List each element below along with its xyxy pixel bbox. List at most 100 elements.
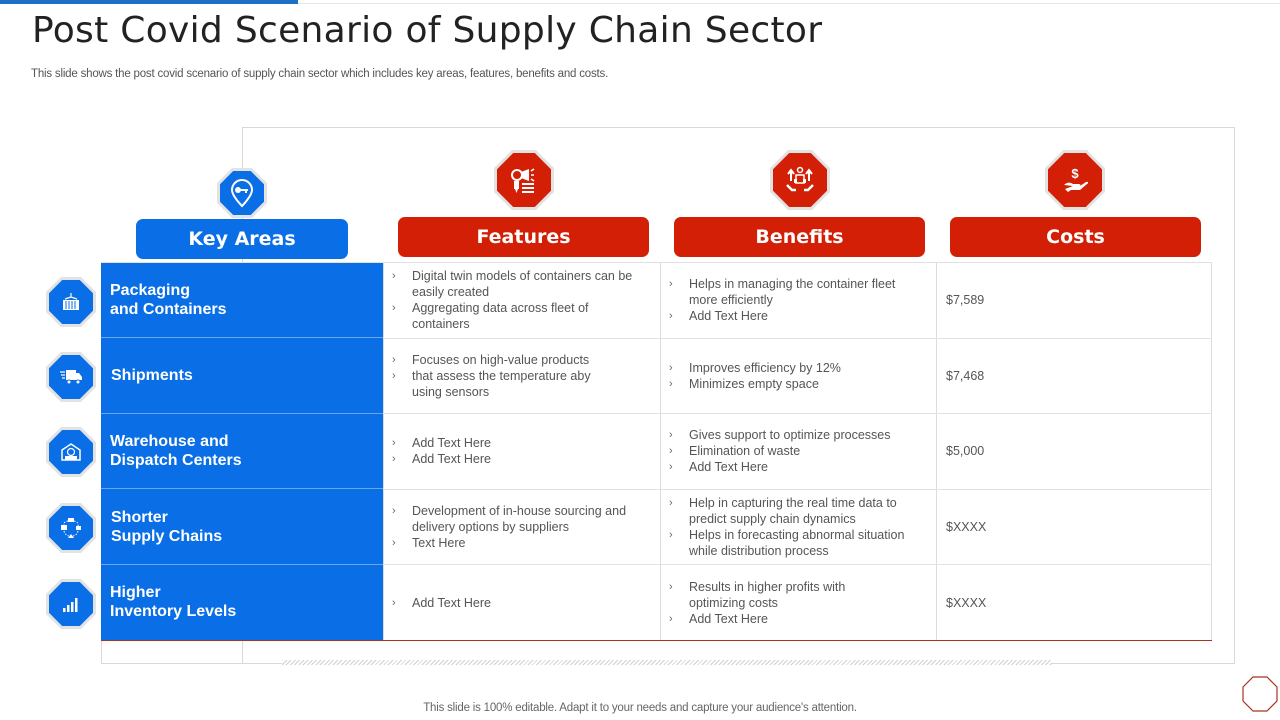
features-cell: › Add Text Here › Add Text Here <box>383 414 660 489</box>
row-icon-badge <box>46 579 96 629</box>
benefits-cell: › Help in capturing the real time data to… <box>660 489 936 565</box>
benefit-text: Gives support to optimize processes <box>689 428 891 443</box>
feature-text: Focuses on high-value products <box>412 352 590 367</box>
list-item: › Helps in forecasting abnormal situation… <box>669 527 936 559</box>
key-areas-header: Key Areas <box>136 219 348 259</box>
features-cell: › Add Text Here <box>383 565 660 640</box>
hatched-shadow <box>282 660 1052 665</box>
benefit-text: Help in capturing the real time data to … <box>689 496 897 527</box>
list-item: › Helps in managing the container fleet m… <box>669 276 936 308</box>
cost-cell: $7,468 <box>936 338 1212 414</box>
feature-text: Digital twin models of containers can be… <box>412 269 633 300</box>
key-area-label: Packaging <box>110 282 191 300</box>
benefit-text: Add Text Here <box>689 460 768 475</box>
list-item: › Aggregating data across fleet of contai… <box>392 300 660 332</box>
octagon-outline-icon <box>1242 676 1278 712</box>
chevron-right-icon: › <box>669 361 673 374</box>
list-item: › Gives support to optimize processes <box>669 427 936 443</box>
cost-value: $XXXX <box>946 595 987 610</box>
chevron-right-icon: › <box>669 310 673 323</box>
decorative-frame-bottom <box>101 663 291 664</box>
table-row: Warehouse and Dispatch Centers › Add Text… <box>101 412 1212 489</box>
row-icon-badge <box>46 427 96 477</box>
list-item: › that assess the temperature aby using s… <box>392 368 660 400</box>
list-item: › Help in capturing the real time data to… <box>669 495 936 527</box>
list-item: › Digital twin models of containers can b… <box>392 268 660 300</box>
key-areas-icon-badge <box>217 168 267 218</box>
benefit-text: Add Text Here <box>689 611 768 626</box>
location-key-icon <box>220 171 264 215</box>
row-icon-badge <box>46 277 96 327</box>
chevron-right-icon: › <box>392 453 396 466</box>
key-area-label: Higher <box>110 584 161 602</box>
features-header-label: Features <box>476 226 571 248</box>
list-item: › Add Text Here <box>669 308 936 324</box>
supply-chain-table: Packaging and Containers › Digital twin m… <box>101 262 1212 641</box>
feature-text: Development of in-house sourcing and del… <box>412 504 627 535</box>
chevron-right-icon: › <box>392 302 396 315</box>
list-item: › Focuses on high-value products <box>392 352 660 368</box>
benefit-text: Results in higher profits with optimizin… <box>689 579 846 610</box>
cost-cell: $5,000 <box>936 414 1212 489</box>
megaphone-gear-list-icon <box>497 153 551 207</box>
chevron-right-icon: › <box>669 529 673 542</box>
features-icon-badge <box>494 150 554 210</box>
chevron-right-icon: › <box>669 377 673 390</box>
key-areas-header-label: Key Areas <box>188 228 296 250</box>
table-row: Packaging and Containers › Digital twin m… <box>101 262 1212 338</box>
cost-value: $XXXX <box>946 520 987 535</box>
feature-text: Aggregating data across fleet of contain… <box>412 301 589 332</box>
delivery-truck-icon <box>49 355 93 399</box>
feature-text: Add Text Here <box>412 595 491 610</box>
top-accent-bar <box>0 0 298 4</box>
benefit-text: Helps in forecasting abnormal situation … <box>689 528 905 559</box>
page-subtitle: This slide shows the post covid scenario… <box>31 68 609 80</box>
cost-cell: $7,589 <box>936 263 1212 338</box>
list-item: › Add Text Here <box>669 611 936 627</box>
key-area-cell: Packaging and Containers <box>101 263 383 338</box>
key-area-cell: Warehouse and Dispatch Centers <box>101 412 383 489</box>
list-item: › Add Text Here <box>392 451 660 467</box>
chevron-right-icon: › <box>392 270 396 283</box>
cost-cell: $XXXX <box>936 565 1212 640</box>
key-area-cell: Shorter Supply Chains <box>101 488 383 565</box>
list-item: › Add Text Here <box>669 459 936 475</box>
key-area-label: Inventory Levels <box>110 603 237 621</box>
list-item: › Minimizes empty space <box>669 376 936 392</box>
list-item: › Results in higher profits with optimizi… <box>669 579 936 611</box>
key-area-label: Dispatch Centers <box>110 452 242 470</box>
row-icon-badge <box>46 352 96 402</box>
table-row: Shipments › Focuses on high-value product… <box>101 337 1212 414</box>
hands-growth-arrows-icon <box>773 153 827 207</box>
key-area-label: Supply Chains <box>111 527 223 545</box>
costs-icon-badge: $ <box>1045 150 1105 210</box>
chevron-right-icon: › <box>669 278 673 291</box>
features-cell: › Digital twin models of containers can b… <box>383 263 660 338</box>
table-row: Higher Inventory Levels › Add Text Here ›… <box>101 563 1212 640</box>
benefits-cell: › Helps in managing the container fleet m… <box>660 263 936 338</box>
key-area-label: Shorter <box>111 508 168 526</box>
benefits-cell: › Gives support to optimize processes › El… <box>660 414 936 489</box>
features-cell: › Focuses on high-value products › that as… <box>383 338 660 414</box>
benefits-cell: › Improves efficiency by 12% › Minimizes e… <box>660 338 936 414</box>
list-item: › Improves efficiency by 12% <box>669 360 936 376</box>
benefits-header: Benefits <box>674 217 925 257</box>
key-area-cell: Shipments <box>101 337 383 414</box>
chevron-right-icon: › <box>392 353 396 366</box>
chevron-right-icon: › <box>392 537 396 550</box>
top-divider <box>298 3 1280 4</box>
warehouse-icon <box>49 430 93 474</box>
chevron-right-icon: › <box>669 497 673 510</box>
cost-value: $5,000 <box>946 444 985 459</box>
hand-dollar-icon: $ <box>1048 153 1102 207</box>
chevron-right-icon: › <box>669 445 673 458</box>
benefit-text: Improves efficiency by 12% <box>689 360 841 375</box>
chevron-right-icon: › <box>669 612 673 625</box>
costs-header: Costs <box>950 217 1201 257</box>
key-area-cell: Higher Inventory Levels <box>101 563 383 640</box>
benefits-cell: › Results in higher profits with optimizi… <box>660 565 936 640</box>
cost-cell: $XXXX <box>936 489 1212 565</box>
benefit-text: Minimizes empty space <box>689 376 819 391</box>
cost-value: $7,589 <box>946 293 985 308</box>
cost-value: $7,468 <box>946 368 985 383</box>
